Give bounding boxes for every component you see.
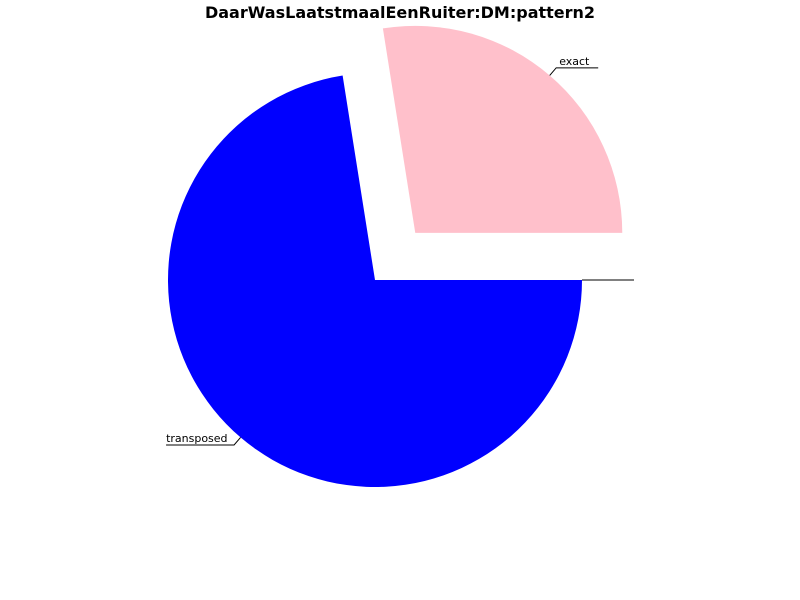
slice-label-transposed: transposed xyxy=(166,432,227,445)
pie-slice-exact xyxy=(382,25,623,233)
pie-slices xyxy=(168,25,623,487)
leader-line-transposed xyxy=(166,437,241,446)
pie-slice-transposed xyxy=(168,75,582,487)
pie-labels: transposed exact xyxy=(166,55,634,446)
slice-label-exact: exact xyxy=(559,55,590,68)
chart-title: DaarWasLaatstmaalEenRuiter:DM:pattern2 xyxy=(205,3,595,22)
leader-line-exact xyxy=(549,67,599,76)
